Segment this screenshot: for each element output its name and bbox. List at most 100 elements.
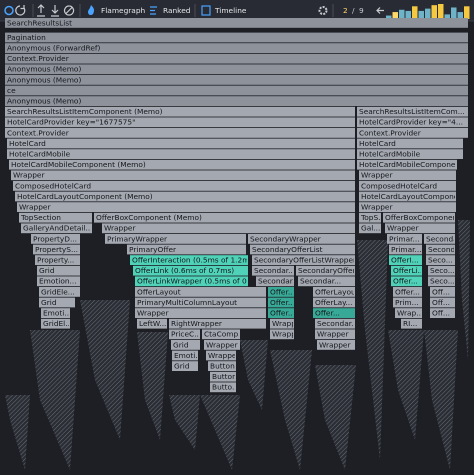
tab-timeline[interactable]: Timeline: [214, 6, 247, 15]
flame-node[interactable]: TopS...: [359, 212, 385, 223]
flame-node[interactable]: Seconda...: [426, 244, 467, 255]
flame-node[interactable]: Button: [210, 371, 237, 382]
flame-label[interactable]: Wrapper: [317, 330, 349, 339]
flame-node[interactable]: Wrapper: [102, 223, 355, 234]
flame-label[interactable]: Seconda...: [428, 245, 467, 254]
flame-node[interactable]: PrimaryOffer: [127, 244, 246, 255]
flame-label[interactable]: Anonymous (Memo): [7, 65, 81, 74]
flame-node[interactable]: Secondar...: [256, 276, 299, 287]
flame-bar[interactable]: [127, 244, 246, 255]
flame-node[interactable]: HotelCardMobileComponent (Memo): [9, 159, 355, 170]
flame-label[interactable]: Off...: [432, 298, 450, 307]
flame-label[interactable]: PrimaryMultiColumnLayout: [137, 298, 237, 307]
flame-label[interactable]: LeftW...: [139, 319, 166, 328]
flame-node[interactable]: Wrapper: [270, 329, 304, 340]
flame-bar[interactable]: [270, 329, 294, 340]
flame-node[interactable]: Offer...: [313, 308, 355, 318]
flame-label[interactable]: OfferLink (0.6ms of 0.7ms): [135, 266, 234, 275]
flame-bar[interactable]: [250, 244, 355, 255]
flame-bar[interactable]: [391, 276, 422, 287]
flame-node[interactable]: OfferLi...: [391, 265, 425, 276]
flame-node[interactable]: Grid: [37, 265, 80, 276]
flame-node[interactable]: OfferLink (0.6ms of 0.7ms): [133, 265, 248, 276]
flame-bar[interactable]: [313, 297, 355, 308]
flame-label[interactable]: Seco...: [430, 266, 455, 275]
flame-label[interactable]: Wrapper: [13, 171, 45, 180]
flame-label[interactable]: TopSection: [20, 213, 61, 222]
flame-bar[interactable]: [135, 287, 266, 297]
flame-bar[interactable]: [428, 276, 455, 287]
flame-bar[interactable]: [359, 181, 456, 191]
flame-bar[interactable]: [135, 276, 248, 287]
flame-bar[interactable]: [130, 255, 248, 265]
flame-node[interactable]: Seconda...: [424, 234, 465, 244]
commit-bar[interactable]: [425, 8, 431, 19]
flame-bar[interactable]: [393, 297, 422, 308]
flame-bar[interactable]: [268, 297, 294, 308]
flame-node[interactable]: PrimaryMultiColumnLayout: [135, 297, 266, 308]
flame-label[interactable]: Primar...: [391, 245, 422, 254]
flame-label[interactable]: Anonymous (ForwardRef): [7, 44, 100, 53]
reload-button[interactable]: [15, 5, 26, 16]
commit-bar[interactable]: [451, 7, 457, 19]
flame-label[interactable]: Context.Provider: [7, 54, 70, 63]
flame-label[interactable]: Prim...: [395, 298, 419, 307]
flame-bar[interactable]: [357, 128, 468, 138]
flame-bar[interactable]: [359, 223, 381, 234]
flame-node[interactable]: Primar...: [387, 234, 422, 244]
flame-bar[interactable]: [428, 265, 455, 276]
flame-label[interactable]: Context.Provider: [359, 128, 422, 137]
flame-label[interactable]: OfferBoxComponent (Memo): [96, 213, 202, 222]
flame-bar[interactable]: [33, 244, 80, 255]
flame-bar[interactable]: [268, 287, 294, 297]
flame-node[interactable]: Grid: [171, 340, 200, 350]
flame-label[interactable]: GridEle...: [41, 287, 75, 296]
flame-bar[interactable]: [39, 287, 80, 297]
flame-node[interactable]: Prim...: [393, 297, 422, 308]
flame-bar[interactable]: [210, 371, 236, 382]
flame-label[interactable]: Offer...: [270, 309, 295, 318]
flame-label[interactable]: Primar...: [389, 234, 420, 243]
flame-node[interactable]: Anonymous (Memo): [5, 75, 468, 85]
flame-bar[interactable]: [313, 287, 355, 297]
flame-node[interactable]: Off...: [430, 287, 455, 297]
flame-bar[interactable]: [137, 318, 167, 329]
flame-label[interactable]: OfferLi...: [393, 266, 425, 275]
flame-node[interactable]: TopSection: [19, 212, 92, 223]
commit-bar[interactable]: [418, 10, 425, 19]
flame-bar[interactable]: [7, 138, 355, 149]
flame-bar[interactable]: [357, 159, 457, 170]
flame-bar[interactable]: [430, 287, 455, 297]
flame-node[interactable]: HotelCard: [357, 138, 463, 149]
flame-node[interactable]: HotelCardMobile: [7, 149, 355, 159]
flame-label[interactable]: GridEl...: [43, 319, 72, 328]
flame-label[interactable]: SecondaryOfferListWrapper: [254, 256, 357, 265]
flame-node[interactable]: Wrap...: [395, 308, 423, 318]
flame-node[interactable]: Wrapper: [359, 170, 456, 181]
flame-label[interactable]: RI...: [403, 319, 417, 328]
flame-bar[interactable]: [5, 32, 468, 43]
flame-bar[interactable]: [37, 276, 80, 287]
flame-node[interactable]: Wrapper: [270, 318, 304, 329]
flame-label[interactable]: Offer...: [270, 287, 295, 296]
commit-bar[interactable]: [438, 4, 444, 19]
prev-commit[interactable]: [376, 7, 384, 14]
flame-node[interactable]: Context.Provider: [5, 128, 355, 138]
flame-node[interactable]: OfferInteraction (0.5ms of 1.2ms): [130, 255, 256, 265]
flame-label[interactable]: Butto...: [212, 383, 239, 392]
flame-label[interactable]: Wrapper: [19, 203, 51, 212]
flame-bar[interactable]: [385, 223, 455, 234]
flame-node[interactable]: SearchResultsListItemCom...: [357, 106, 468, 117]
flame-node[interactable]: OfferI...: [389, 255, 422, 265]
flame-node[interactable]: Offer...: [268, 297, 295, 308]
flame-label[interactable]: HotelCardMobileCompone...: [359, 160, 462, 169]
flame-label[interactable]: ComposedHotelCard: [15, 181, 91, 190]
flame-label[interactable]: HotelCardProvider key="4...: [359, 118, 463, 127]
commit-bar[interactable]: [464, 6, 470, 19]
flame-label[interactable]: SecondaryOfferL...: [298, 266, 367, 275]
flame-label[interactable]: Wrapper: [137, 309, 169, 318]
flame-bar[interactable]: [169, 329, 200, 340]
flame-node[interactable]: Button: [208, 361, 236, 371]
flame-bar[interactable]: [389, 255, 422, 265]
flame-bar[interactable]: [357, 106, 468, 117]
